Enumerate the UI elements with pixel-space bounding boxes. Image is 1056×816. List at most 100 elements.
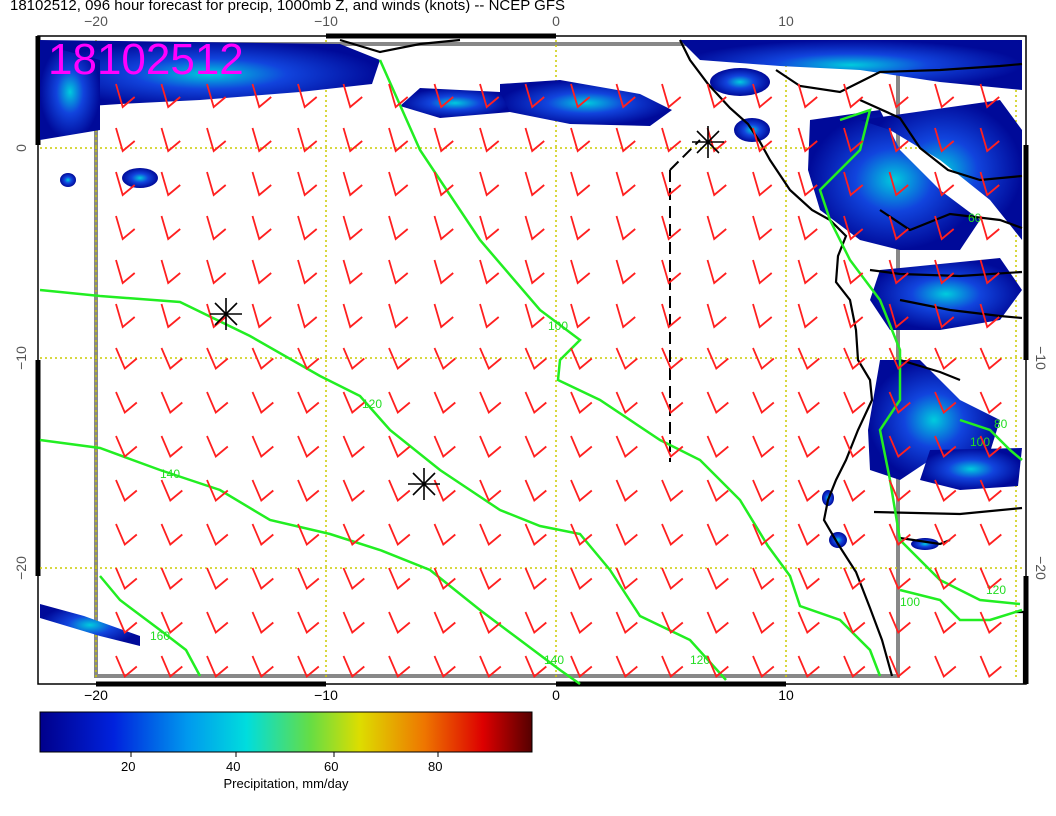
wind-barb [297,435,320,458]
wind-barb [752,127,773,153]
wind-barb [706,479,729,502]
wind-barb [752,655,775,678]
wind-barb [524,611,547,634]
wind-barb [115,655,138,678]
wind-barb [979,435,1002,458]
wind-barb [297,259,318,285]
wind-barb [979,127,1000,153]
contour-label: 140 [544,653,564,667]
wind-barb [479,655,502,678]
wind-barb [479,567,502,590]
wind-barb [524,435,547,458]
wind-barb [615,611,638,634]
wind-barb [843,303,864,329]
lon-tick-bottom: −20 [84,687,108,703]
colorbar-title: Precipitation, mm/day [223,776,349,791]
wind-barb [524,347,547,370]
wind-barb [433,347,456,370]
wind-barb [570,83,591,109]
wind-barb [843,347,866,370]
lon-tick-top: −10 [314,13,338,29]
star-marker [408,468,440,500]
wind-barb [570,215,591,241]
star-marker [210,298,242,330]
wind-barb [160,259,181,285]
lon-tick-bottom: 0 [552,687,560,703]
wind-barb [160,655,183,678]
wind-barb [160,215,181,241]
wind-barb [934,391,957,414]
wind-barb [661,479,684,502]
wind-barb [388,391,411,414]
wind-barb [752,347,775,370]
wind-barb [342,215,363,241]
wind-barb [888,567,911,590]
wind-barb [888,479,911,502]
wind-barb [661,215,682,241]
wind-barb [661,347,684,370]
wind-barb [979,347,1002,370]
wind-barb [297,303,318,329]
wind-barb [206,655,229,678]
contour-label: 100 [900,595,920,609]
wind-barb [797,303,818,329]
wind-barb [388,479,411,502]
colorbar-tick-label: 80 [428,759,443,774]
wind-barb [752,479,775,502]
wind-barb [388,259,409,285]
wind-barb [342,567,365,590]
wind-barb [297,347,320,370]
star-marker [692,126,724,158]
wind-barb [479,83,500,109]
lon-tick-top: 10 [778,13,794,29]
wind-barb [433,611,456,634]
wind-barb [115,479,138,502]
wind-barb [843,171,864,197]
wind-barb [388,611,411,634]
wind-barb [115,435,138,458]
wind-barb [888,303,909,329]
wind-barb [342,171,363,197]
wind-barb [706,655,729,678]
wind-barb [615,391,638,414]
wind-barb [752,171,773,197]
wind-barb [206,347,229,370]
wind-barb [433,567,456,590]
wind-barb [934,611,957,634]
wind-barb [160,567,183,590]
wind-barb [479,435,502,458]
wind-barb [661,523,684,546]
wind-barb [342,435,365,458]
run-stamp: 18102512 [48,35,244,84]
wind-barb [934,347,957,370]
wind-barb [888,523,911,546]
wind-barb [479,611,502,634]
wind-barb [524,303,545,329]
wind-barb [843,655,866,678]
wind-barb [251,391,274,414]
wind-barb [342,83,363,109]
wind-barb [433,655,456,678]
wind-barb [342,347,365,370]
wind-barb [433,171,454,197]
storm-markers [210,126,724,500]
wind-barb [615,567,638,590]
wind-barb [115,259,136,285]
wind-barb [206,303,227,329]
wind-barb [797,171,818,197]
wind-barb [206,567,229,590]
wind-barb [843,435,866,458]
wind-barb [706,259,727,285]
contour-label: 100 [548,319,568,333]
wind-barb [888,611,911,634]
wind-barb [934,435,957,458]
wind-barb [888,347,911,370]
wind-barb [251,567,274,590]
wind-barb [297,127,318,153]
wind-barb [206,215,227,241]
wind-barb [342,303,363,329]
wind-barb [888,391,911,414]
wind-barb [479,347,502,370]
wind-barb [388,523,411,546]
